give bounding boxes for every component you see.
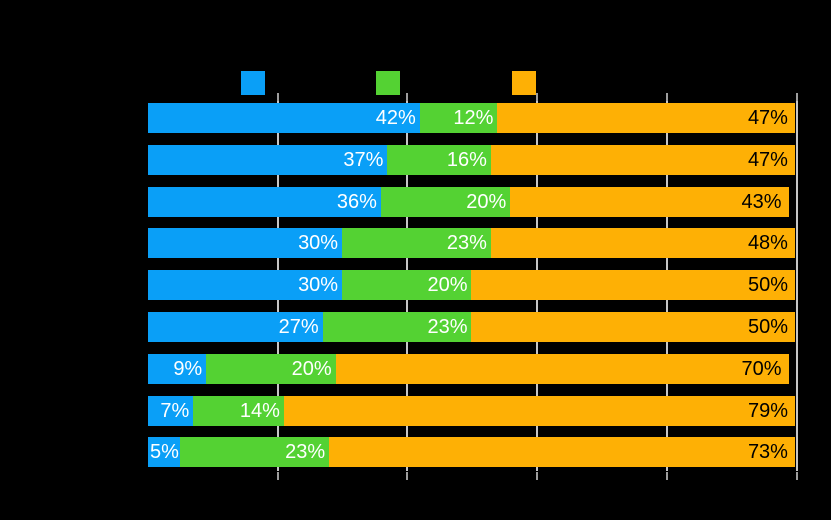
bar-segment-blue: 30%: [148, 228, 343, 259]
bar-segment-green: 23%: [322, 311, 472, 342]
bar-row: 5% 23% 73%: [148, 437, 798, 468]
bar-segment-blue: 7%: [148, 395, 194, 426]
axis-tick: [665, 472, 668, 480]
bar-segment-label: 20%: [466, 190, 507, 213]
bar-row: 42% 12% 47%: [148, 103, 798, 133]
bar-segment-green: 12%: [419, 103, 498, 133]
bar-rows: 42% 12% 47% 37% 16% 47% 36% 20% 43% 30% 23% 48% 30% 2…: [148, 103, 798, 468]
bar-segment-label: 37%: [343, 148, 384, 171]
bar-row: 7% 14% 79%: [148, 395, 798, 426]
bar-segment-label: 70%: [741, 357, 782, 380]
axis-tick: [795, 93, 798, 101]
axis-tick: [536, 93, 539, 101]
bar-segment-label: 23%: [446, 232, 487, 255]
axis-tick: [276, 472, 279, 480]
bar-segment-label: 27%: [278, 315, 319, 338]
bar-segment-green: 20%: [206, 353, 336, 384]
bar-segment-label: 16%: [446, 148, 487, 171]
bar-segment-green: 23%: [342, 228, 491, 259]
bar-segment-green: 14%: [193, 395, 284, 426]
bar-segment-label: 23%: [427, 315, 468, 338]
bar-segment-label: 48%: [747, 232, 788, 255]
bar-row: 9% 20% 70%: [148, 353, 798, 384]
axis-tick: [665, 93, 668, 101]
bar-row: 36% 20% 43%: [148, 186, 798, 217]
bar-segment-label: 73%: [747, 441, 788, 464]
bar-segment-label: 47%: [747, 107, 788, 129]
bar-segment-label: 36%: [336, 190, 377, 213]
orange-swatch: [512, 71, 536, 95]
bar-segment-blue: 27%: [148, 311, 323, 342]
bar-segment-blue: 9%: [148, 353, 207, 384]
bar-segment-blue: 30%: [148, 270, 343, 301]
bar-segment-label: 79%: [747, 399, 788, 422]
bar-segment-label: 23%: [285, 441, 326, 464]
bar-segment-label: 47%: [747, 148, 788, 171]
bar-segment-orange: 73%: [329, 437, 795, 468]
bar-row: 37% 16% 47%: [148, 144, 798, 175]
axis-tick: [276, 93, 279, 101]
blue-swatch: [241, 71, 265, 95]
bar-segment-blue: 5%: [148, 437, 181, 468]
bar-segment-orange: 70%: [335, 353, 789, 384]
axis-tick: [795, 472, 798, 480]
bar-segment-label: 42%: [375, 107, 416, 129]
bar-segment-green: 20%: [380, 186, 511, 217]
axis-tick: [406, 472, 409, 480]
bar-segment-green: 23%: [180, 437, 330, 468]
bar-segment-label: 30%: [298, 232, 339, 255]
bar-segment-orange: 79%: [283, 395, 795, 426]
bar-segment-label: 20%: [291, 357, 332, 380]
green-swatch: [376, 71, 400, 95]
bar-segment-label: 14%: [239, 399, 280, 422]
bar-segment-green: 16%: [387, 144, 491, 175]
bar-segment-orange: 50%: [471, 270, 795, 301]
bar-segment-label: 20%: [427, 274, 468, 297]
axis-tick: [536, 472, 539, 480]
bar-segment-orange: 47%: [497, 103, 795, 133]
chart-legend: [0, 0, 831, 100]
bar-segment-label: 12%: [453, 107, 494, 129]
bar-segment-blue: 37%: [148, 144, 388, 175]
bar-segment-label: 9%: [173, 357, 203, 380]
bar-segment-orange: 47%: [490, 144, 795, 175]
bar-segment-label: 50%: [747, 315, 788, 338]
gridline: [795, 101, 798, 471]
bar-segment-orange: 48%: [490, 228, 795, 259]
bar-row: 30% 23% 48%: [148, 228, 798, 259]
bar-row: 30% 20% 50%: [148, 270, 798, 301]
bar-row: 27% 23% 50%: [148, 311, 798, 342]
bar-segment-orange: 43%: [510, 186, 789, 217]
bar-segment-blue: 36%: [148, 186, 381, 217]
plot-area: 42% 12% 47% 37% 16% 47% 36% 20% 43% 30% 23% 48% 30% 2…: [148, 93, 798, 480]
bar-segment-green: 20%: [342, 270, 472, 301]
bar-segment-blue: 42%: [148, 103, 420, 133]
bar-segment-label: 30%: [298, 274, 339, 297]
bar-segment-label: 5%: [150, 441, 179, 464]
bar-segment-label: 50%: [747, 274, 788, 297]
bar-segment-label: 43%: [741, 190, 782, 213]
bar-segment-label: 7%: [160, 399, 190, 422]
axis-tick: [406, 93, 409, 101]
bar-segment-orange: 50%: [471, 311, 795, 342]
